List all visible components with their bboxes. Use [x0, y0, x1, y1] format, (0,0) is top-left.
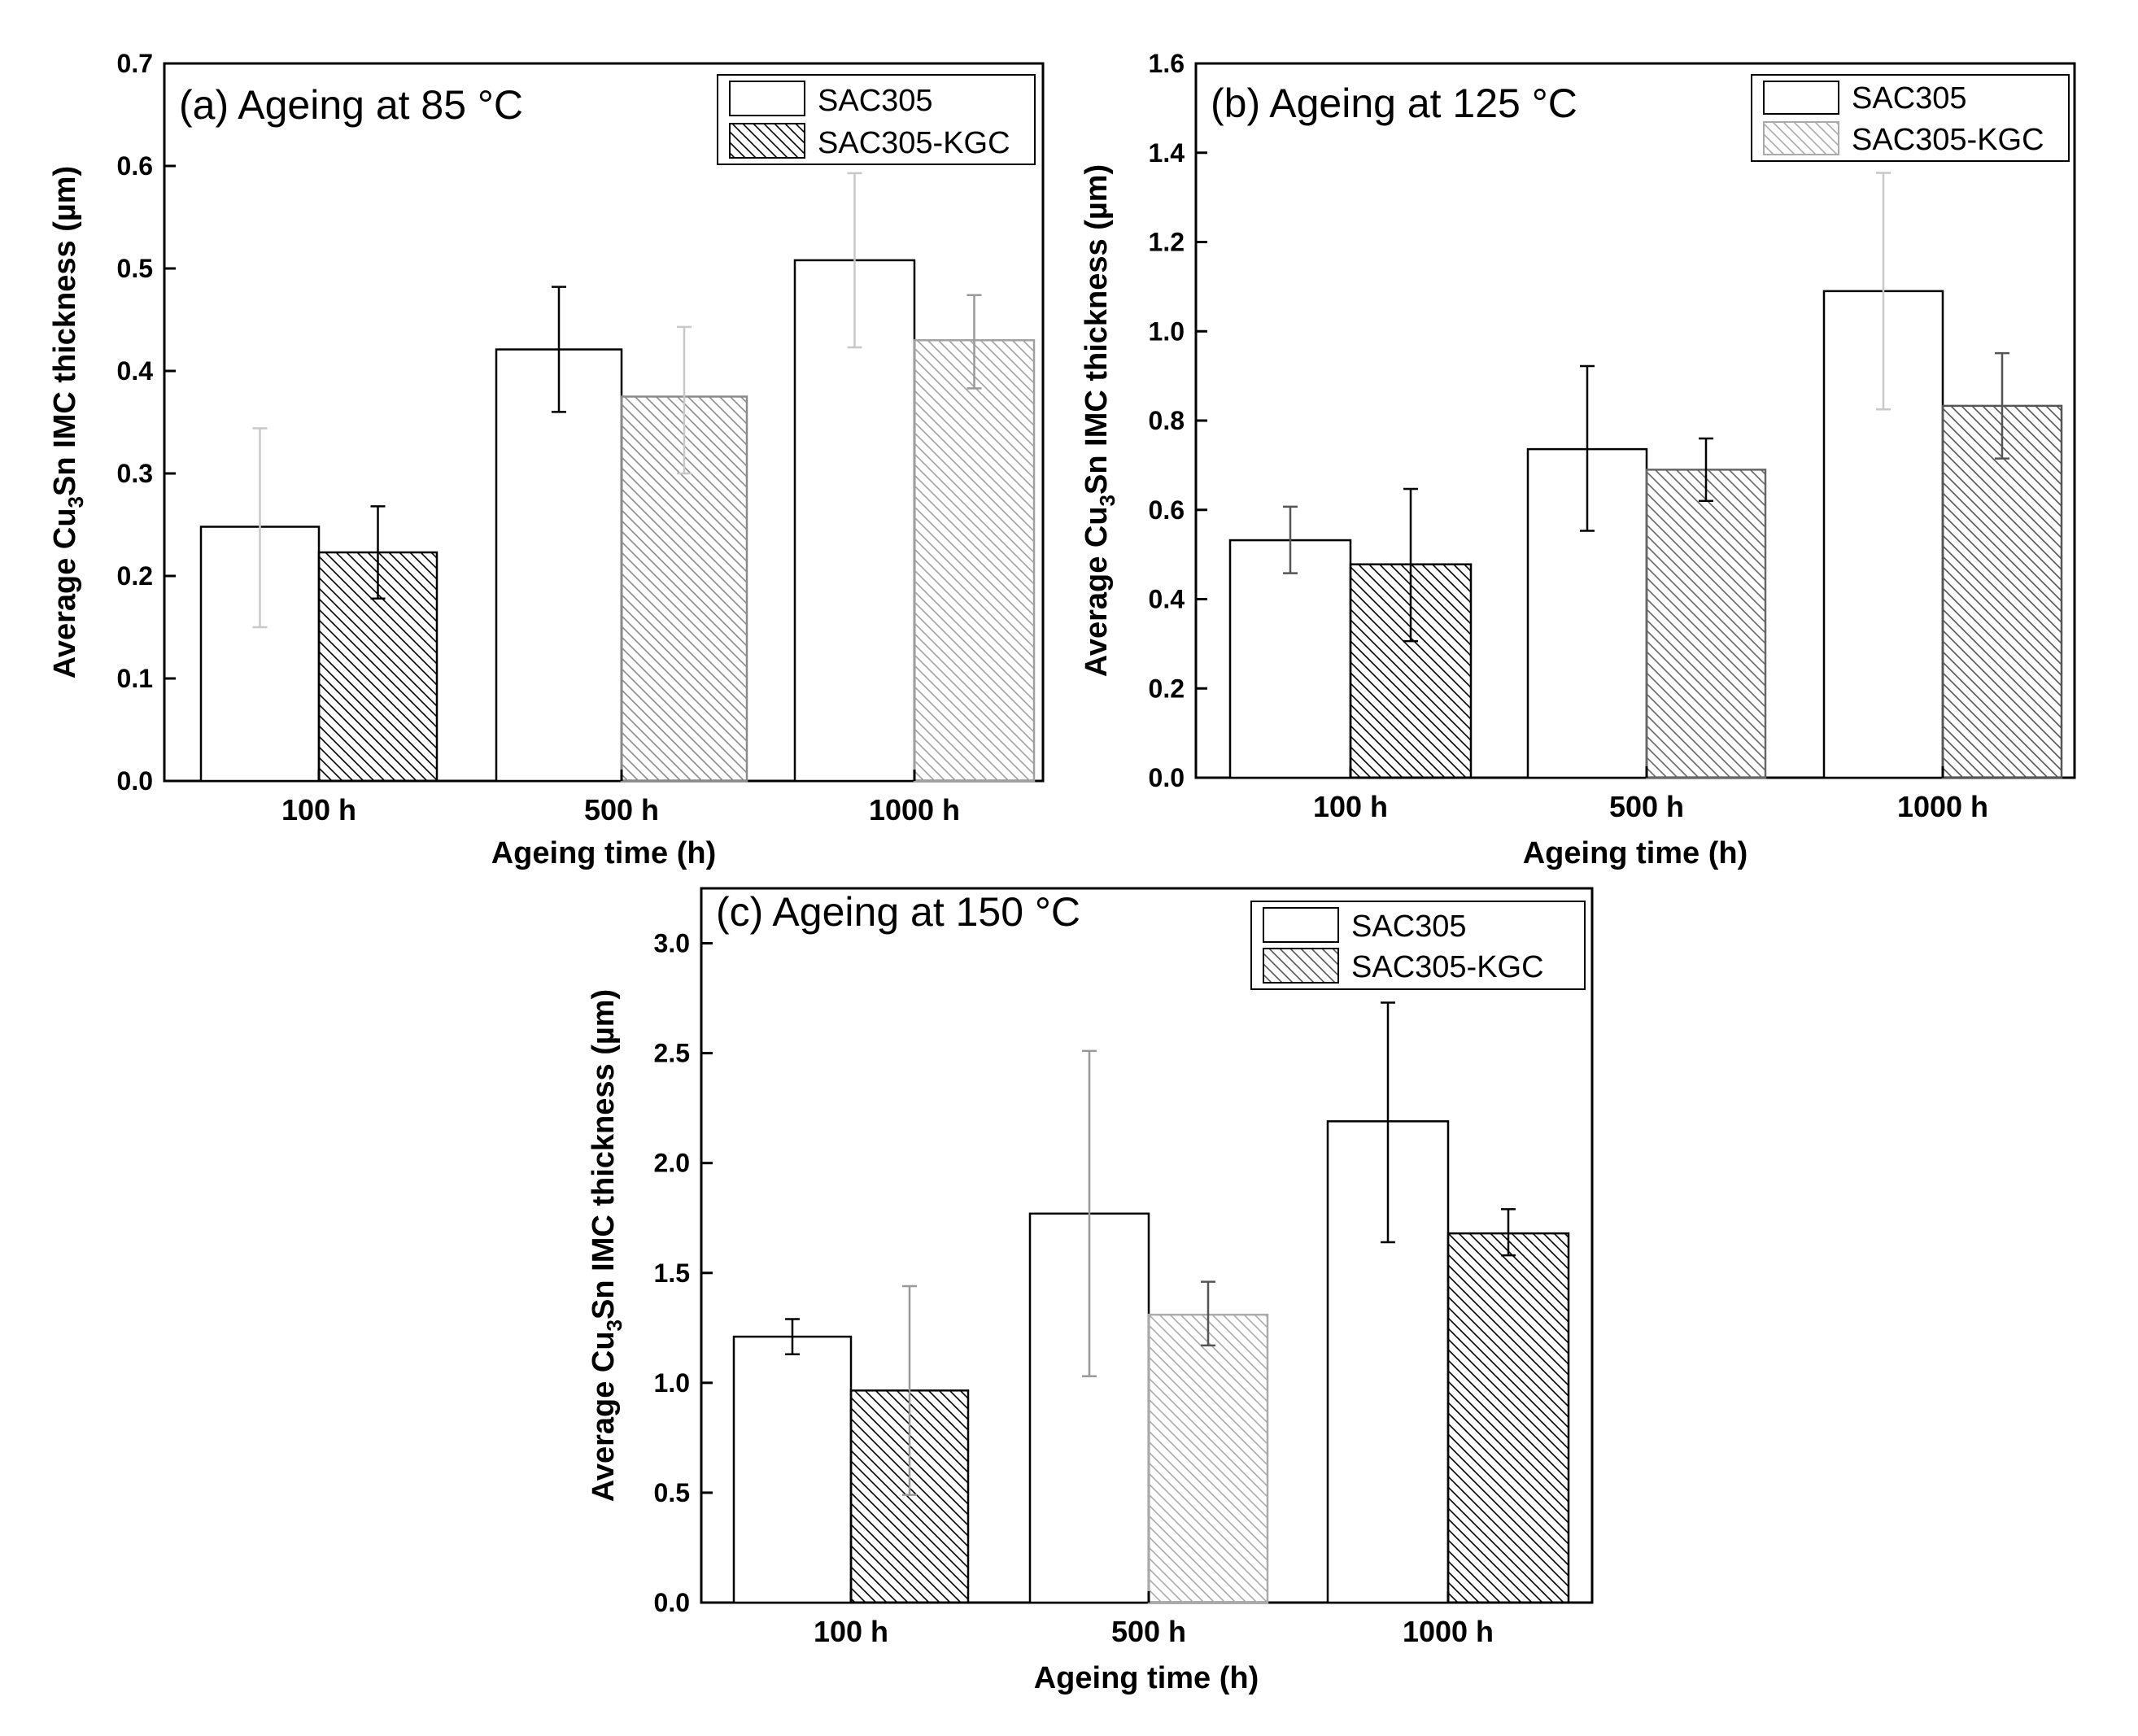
legend-label-sac305: SAC305: [818, 84, 933, 118]
legend-label-sac305-kgc: SAC305-KGC: [1852, 123, 2044, 157]
legend-label-sac305: SAC305: [1852, 81, 1967, 116]
x-tick-label: 1000 h: [1897, 790, 1988, 823]
y-tick-label: 0.4: [1149, 585, 1185, 614]
y-tick-label: 0.4: [117, 356, 154, 386]
legend: SAC305 SAC305-KGC: [1250, 901, 1586, 990]
y-tick-label: 0.2: [1149, 674, 1185, 703]
x-tick-label: 100 h: [281, 793, 356, 827]
y-tick-label: 2.0: [654, 1149, 690, 1178]
y-tick-label: 1.0: [1149, 316, 1185, 346]
bar-sac305-100h: [1228, 539, 1352, 779]
y-axis-title: Average Cu3Sn IMC thickness (µm): [48, 166, 88, 678]
y-tick-label: 1.0: [654, 1368, 690, 1398]
bar-sac305-kgc-1000h: [1941, 404, 2063, 779]
y-tick-label: 0.3: [117, 459, 153, 488]
x-axis-title: Ageing time (h): [491, 836, 717, 870]
y-tick-label: 0.6: [1149, 495, 1185, 525]
y-axis-title: Average Cu3Sn IMC thickness (µm): [1080, 164, 1119, 677]
y-tick-label: 1.2: [1149, 228, 1185, 257]
y-axis-ticks: 0.0 0.5 1.0 1.5 2.0 2.5 3.0: [654, 929, 713, 1617]
x-tick-label: 500 h: [584, 793, 659, 827]
x-axis-ticks: 100 h 500 h 1000 h: [281, 770, 960, 827]
legend-label-sac305-kgc: SAC305-KGC: [1351, 950, 1544, 984]
x-tick-label: 1000 h: [869, 793, 960, 827]
x-axis-title: Ageing time (h): [1034, 1661, 1259, 1695]
y-axis-title: Average Cu3Sn IMC thickness (µm): [587, 989, 626, 1502]
y-tick-label: 0.0: [117, 766, 153, 796]
legend-swatch-sac305-kgc: [729, 123, 805, 159]
x-tick-label: 500 h: [1609, 790, 1684, 823]
panel-b-chart: 0.00.20.40.60.81.01.21.41.6 100 h 500 h 10…: [1080, 49, 2076, 870]
bar-group: [1228, 290, 2063, 779]
y-tick-label: 1.4: [1149, 138, 1185, 168]
error-bar-group: [252, 172, 982, 629]
bar-sac305-500h: [495, 348, 623, 783]
legend-label-sac305: SAC305: [1351, 909, 1467, 944]
bar-sac305-kgc-1000h: [913, 338, 1036, 783]
legend-swatch-sac305-kgc: [1263, 948, 1339, 984]
legend-swatch-sac305: [1263, 907, 1339, 943]
y-tick-label: 1.6: [1149, 49, 1185, 78]
bar-sac305-kgc-500h: [1645, 469, 1767, 779]
panel-a-chart: 0.0 0.1 0.2 0.3 0.4 0.5 0.6 0.7 100 h 500 h 1000 …: [48, 49, 1045, 870]
x-tick-label: 1000 h: [1403, 1615, 1494, 1648]
legend: SAC305 SAC305-KGC: [1751, 74, 2070, 162]
y-axis-ticks: 0.0 0.1 0.2 0.3 0.4 0.5 0.6 0.7: [117, 49, 176, 796]
x-axis-ticks: 100 h 500 h 1000 h: [814, 1591, 1494, 1648]
x-axis-ticks: 100 h 500 h 1000 h: [1313, 766, 1988, 823]
y-axis-ticks: 0.0 0.2 0.4 0.6 0.8 1.0 1.2 1.4 1.6: [1149, 49, 1207, 792]
x-tick-label: 500 h: [1111, 1615, 1186, 1648]
bar-group: [199, 259, 1036, 783]
y-tick-label: 0.2: [117, 561, 153, 591]
y-tick-label: 2.5: [654, 1039, 690, 1068]
panel-c-chart: 0.0 0.5 1.0 1.5 2.0 2.5 3.0 100 h 500 h 1000 h (…: [587, 887, 1594, 1695]
panel-title: (c) Ageing at 150 °C: [716, 889, 1080, 935]
error-bar-group: [1283, 172, 2009, 643]
y-tick-label: 0.7: [117, 49, 153, 78]
legend-label-sac305-kgc: SAC305-KGC: [818, 126, 1010, 160]
y-tick-label: 0.5: [117, 254, 153, 283]
error-bar-group: [785, 1001, 1516, 1496]
y-tick-label: 3.0: [654, 929, 690, 958]
bar-sac305-100h: [199, 526, 321, 783]
y-tick-label: 0.8: [1149, 406, 1185, 435]
x-tick-label: 100 h: [814, 1615, 888, 1648]
bar-sac305-100h: [732, 1335, 853, 1604]
y-tick-label: 1.5: [654, 1258, 690, 1288]
y-tick-label: 0.5: [654, 1478, 690, 1507]
panel-title: (b) Ageing at 125 °C: [1211, 81, 1577, 126]
bar-sac305-kgc-1000h: [1446, 1232, 1570, 1604]
y-tick-label: 0.1: [117, 664, 153, 693]
x-axis-title: Ageing time (h): [1523, 836, 1748, 870]
legend-swatch-sac305: [729, 81, 805, 116]
y-tick-label: 0.0: [1149, 763, 1185, 792]
legend: SAC305 SAC305-KGC: [717, 74, 1036, 165]
bar-sac305-kgc-500h: [1147, 1313, 1269, 1604]
panel-title: (a) Ageing at 85 °C: [179, 82, 523, 128]
legend-swatch-sac305: [1763, 81, 1839, 115]
legend-swatch-sac305-kgc: [1763, 121, 1839, 155]
bar-group: [732, 1120, 1570, 1604]
x-tick-label: 100 h: [1313, 790, 1388, 823]
y-tick-label: 0.0: [654, 1588, 690, 1617]
y-tick-label: 0.6: [117, 151, 153, 181]
